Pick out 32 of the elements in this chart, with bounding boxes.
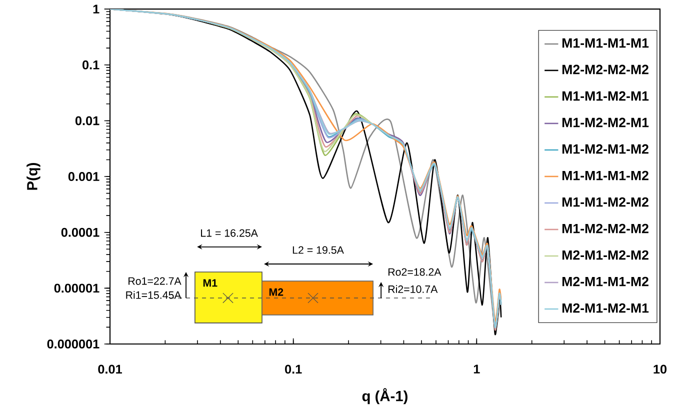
annotation: M1 <box>203 279 218 287</box>
legend-label: M1-M2-M1-M2 <box>562 144 648 154</box>
x-tick-label: 10 <box>654 364 667 374</box>
legend-label: M2-M1-M1-M2 <box>562 276 648 286</box>
annotation: L1 = 16.25A <box>201 229 258 237</box>
x-tick-label: 1 <box>474 364 480 374</box>
legend-label: M1-M1-M1-M2 <box>562 170 648 180</box>
x-tick-label: 0.1 <box>285 364 302 374</box>
y-tick-label: 1 <box>93 4 100 14</box>
annotation: Ro2=18.2A <box>388 268 442 276</box>
y-tick-label: 0.000001 <box>47 340 100 348</box>
legend-label: M2-M2-M2-M2 <box>562 64 648 74</box>
y-tick-label: 0.0001 <box>61 228 100 237</box>
legend-label: M1-M1-M1-M1 <box>562 38 649 48</box>
legend-label: M2-M1-M2-M2 <box>562 250 648 260</box>
x-tick-label: 0.01 <box>98 364 122 374</box>
y-tick-label: 0.001 <box>68 172 100 182</box>
y-tick-label: 0.01 <box>75 116 100 126</box>
legend-label: M1-M2-M2-M1 <box>562 118 649 128</box>
y-tick-label: 0.1 <box>82 60 100 70</box>
y-tick-label: 0.00001 <box>54 284 100 293</box>
annotation: Ri2=10.7A <box>388 285 438 293</box>
y-axis-title: P(q) <box>26 163 40 190</box>
legend-label: M2-M1-M2-M1 <box>562 303 649 313</box>
annotation: L2 = 19.5A <box>292 246 344 254</box>
legend-label: M1-M1-M2-M1 <box>562 91 649 101</box>
annotation: Ro1=22.7A <box>128 277 182 285</box>
legend-label: M1-M2-M2-M2 <box>562 224 648 234</box>
x-axis-title: q (Å-1) <box>362 388 408 404</box>
legend-label: M1-M1-M2-M2 <box>562 197 648 207</box>
annotation: M2 <box>269 288 284 296</box>
annotation: Ri1=15.45A <box>126 291 182 299</box>
